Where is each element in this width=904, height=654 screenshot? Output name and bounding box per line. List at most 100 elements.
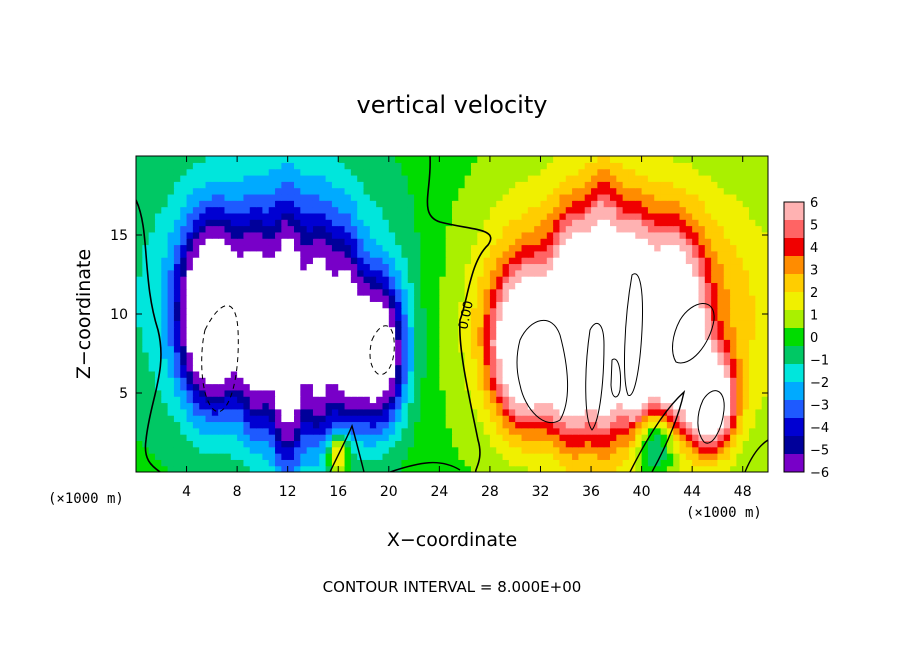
heatmap-cell: [312, 408, 320, 416]
heatmap-cell: [616, 231, 624, 239]
heatmap-cell: [654, 320, 662, 328]
heatmap-cell: [685, 377, 693, 385]
heatmap-cell: [673, 212, 681, 220]
heatmap-cell: [723, 351, 731, 359]
heatmap-cell: [186, 250, 194, 258]
heatmap-cell: [401, 231, 409, 239]
heatmap-cell: [199, 389, 207, 397]
heatmap-cell: [230, 332, 238, 340]
heatmap-cell: [167, 295, 175, 302]
heatmap-cell: [205, 238, 213, 246]
heatmap-cell: [136, 156, 143, 163]
heatmap-cell: [654, 200, 662, 208]
heatmap-cell: [603, 332, 611, 340]
heatmap-cell: [546, 351, 554, 359]
heatmap-cell: [736, 314, 744, 321]
heatmap-cell: [224, 459, 232, 467]
heatmap-cell: [433, 383, 440, 391]
heatmap-cell: [698, 206, 706, 214]
heatmap-cell: [395, 332, 403, 340]
heatmap-cell: [369, 358, 377, 366]
heatmap-cell: [211, 206, 219, 214]
heatmap-cell: [711, 269, 719, 277]
heatmap-cell: [540, 351, 548, 359]
heatmap-cell: [268, 238, 276, 246]
heatmap-cell: [711, 320, 719, 328]
heatmap-cell: [243, 427, 251, 435]
heatmap-cell: [369, 383, 377, 391]
heatmap-cell: [148, 269, 156, 277]
heatmap-cell: [230, 383, 238, 391]
heatmap-cell: [306, 351, 314, 359]
heatmap-cell: [477, 193, 485, 201]
heatmap-cell: [730, 453, 737, 460]
heatmap-cell: [679, 181, 687, 189]
heatmap-cell: [256, 168, 263, 176]
heatmap-cell: [312, 415, 320, 423]
heatmap-cell: [167, 181, 175, 189]
heatmap-cell: [730, 206, 737, 214]
heatmap-cell: [591, 389, 598, 397]
heatmap-cell: [647, 421, 655, 429]
heatmap-cell: [350, 276, 358, 283]
heatmap-cell: [167, 402, 175, 410]
heatmap-cell: [262, 320, 270, 328]
heatmap-cell: [401, 396, 409, 404]
heatmap-cell: [496, 225, 504, 233]
heatmap-cell: [281, 288, 289, 296]
heatmap-cell: [224, 174, 232, 182]
heatmap-cell: [736, 212, 744, 220]
heatmap-cell: [527, 396, 535, 404]
heatmap-cell: [647, 402, 655, 410]
heatmap-cell: [294, 301, 301, 309]
heatmap-cell: [319, 200, 327, 208]
heatmap-cell: [275, 200, 282, 208]
heatmap-cell: [186, 181, 194, 189]
heatmap-cell: [180, 244, 188, 252]
heatmap-cell: [344, 415, 352, 423]
heatmap-cell: [730, 389, 737, 397]
heatmap-cell: [616, 276, 624, 283]
heatmap-cell: [325, 332, 333, 340]
heatmap-cell: [186, 174, 194, 182]
heatmap-cell: [401, 288, 409, 296]
heatmap-cell: [161, 193, 169, 201]
heatmap-cell: [641, 396, 649, 404]
heatmap-cell: [616, 434, 624, 441]
heatmap-cell: [407, 263, 415, 271]
heatmap-cell: [331, 427, 339, 435]
heatmap-cell: [534, 358, 542, 366]
heatmap-cell: [395, 358, 403, 366]
heatmap-cell: [578, 156, 586, 163]
heatmap-cell: [268, 257, 276, 265]
heatmap-cell: [338, 244, 346, 252]
heatmap-cell: [496, 181, 504, 189]
heatmap-cell: [742, 427, 750, 435]
heatmap-cell: [610, 389, 617, 397]
heatmap-cell: [496, 402, 504, 410]
heatmap-cell: [736, 364, 744, 372]
heatmap-cell: [350, 408, 358, 416]
heatmap-cell: [331, 193, 339, 201]
heatmap-cell: [376, 351, 384, 359]
heatmap-cell: [211, 415, 219, 423]
heatmap-cell: [635, 257, 643, 265]
heatmap-cell: [628, 345, 636, 353]
heatmap-cell: [553, 326, 561, 334]
heatmap-cell: [338, 263, 346, 271]
heatmap-cell: [477, 168, 485, 176]
heatmap-cell: [622, 238, 630, 246]
heatmap-cell: [470, 434, 478, 441]
heatmap-cell: [395, 408, 403, 416]
heatmap-cell: [736, 465, 744, 472]
heatmap-cell: [723, 440, 731, 448]
heatmap-cell: [470, 446, 478, 454]
heatmap-cell: [515, 459, 523, 467]
heatmap-cell: [546, 156, 554, 163]
heatmap-cell: [521, 269, 529, 277]
heatmap-cell: [673, 314, 681, 321]
heatmap-cell: [357, 427, 365, 435]
chart-title: vertical velocity: [357, 91, 548, 119]
heatmap-cell: [603, 301, 611, 309]
heatmap-cell: [407, 314, 415, 321]
